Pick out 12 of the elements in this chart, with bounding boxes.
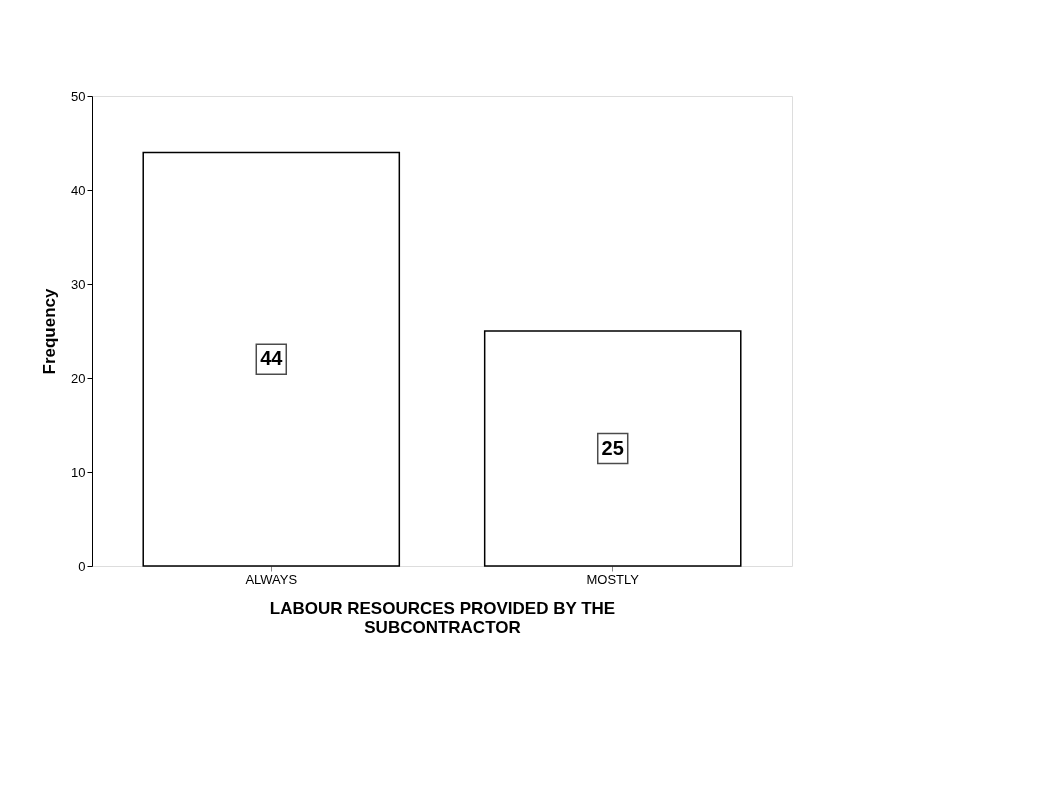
y-tick-label: 40 — [71, 182, 86, 198]
data-label: 44 — [260, 347, 284, 370]
y-tick-label: 50 — [71, 88, 86, 104]
y-axis-title: Frequency — [40, 287, 60, 375]
y-tick-label: 0 — [78, 558, 86, 574]
y-tick-label: 30 — [71, 276, 86, 292]
y-tick-label: 20 — [71, 370, 86, 386]
x-tick-label: MOSTLY — [586, 571, 640, 587]
data-label: 25 — [601, 436, 624, 459]
x-axis-title: LABOUR RESOURCES PROVIDED BY THE SUBCONTRACTOR — [269, 598, 616, 637]
y-tick-label: 10 — [71, 464, 86, 480]
x-tick-label: ALWAYS — [245, 571, 298, 587]
